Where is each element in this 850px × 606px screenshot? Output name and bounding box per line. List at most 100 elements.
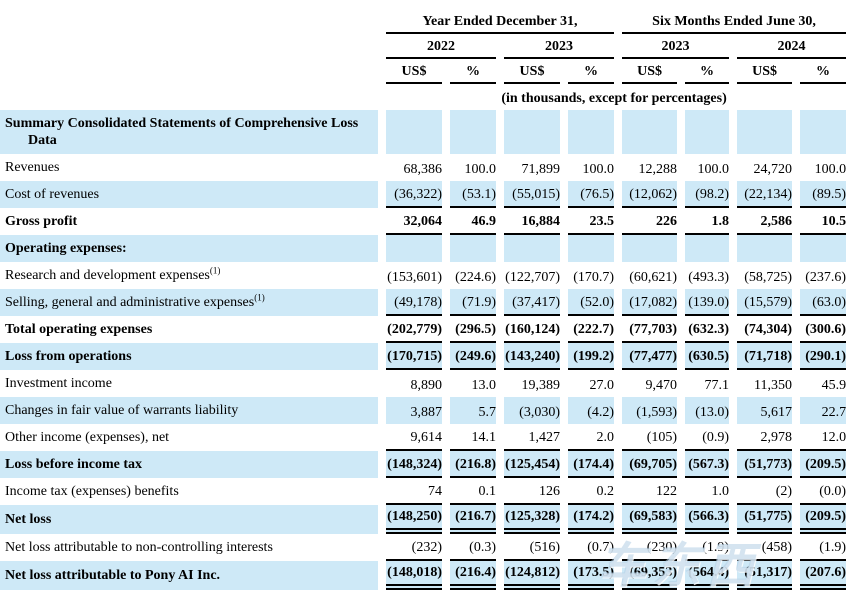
row-label: Loss from operations — [5, 349, 132, 364]
value-cell: 16,884 — [504, 210, 560, 235]
value-cell: 74 — [386, 480, 442, 505]
row-label: Net loss attributable to Pony AI Inc. — [5, 568, 221, 583]
value-cell: (3,030) — [519, 405, 560, 420]
unit-header-pct: % — [800, 64, 847, 84]
value-cell: (53.1) — [450, 183, 496, 208]
value-cell: (458) — [737, 536, 793, 561]
value-cell: (296.5) — [450, 318, 496, 343]
value-cell: (516) — [504, 536, 560, 561]
row-label: Selling, general and administrative expe… — [5, 292, 265, 310]
value-cell: 2,978 — [737, 426, 793, 451]
row-label: Investment income — [5, 376, 112, 391]
value-cell: (60,621) — [629, 270, 678, 285]
value-cell: (98.2) — [685, 183, 730, 208]
value-cell: 68,386 — [403, 162, 443, 177]
value-cell: (1.9) — [685, 536, 730, 561]
unit-header-pct: % — [450, 64, 496, 84]
value-cell: (202,779) — [386, 318, 442, 343]
year-header-2023-6mo: 2023 — [622, 39, 730, 59]
value-cell: (173.5) — [568, 561, 615, 590]
value-cell: (232) — [386, 536, 442, 561]
unit-header-pct: % — [568, 64, 615, 84]
value-cell: (17,082) — [622, 291, 678, 316]
value-cell: (125,454) — [504, 453, 560, 478]
value-cell: 45.9 — [821, 378, 847, 393]
value-cell: 32,064 — [386, 210, 442, 235]
value-cell: (4.2) — [587, 405, 615, 420]
value-cell: (55,015) — [504, 183, 560, 208]
value-cell: (148,018) — [386, 561, 442, 590]
value-cell: (209.5) — [800, 505, 847, 534]
table-row-sga-expenses: Selling, general and administrative expe… — [0, 289, 850, 316]
value-cell: (249.6) — [450, 345, 496, 370]
value-cell: (199.2) — [568, 345, 615, 370]
value-cell: (15,579) — [737, 291, 793, 316]
value-cell: 2.0 — [568, 426, 615, 451]
value-cell: (493.3) — [688, 270, 730, 285]
unit-header-usd: US$ — [737, 64, 793, 84]
value-cell: 71,899 — [521, 162, 561, 177]
value-cell: (139.0) — [685, 291, 730, 316]
table-row-other-income: Other income (expenses), net 9,614 14.1 … — [0, 424, 850, 451]
header-group-row: Year Ended December 31, Six Months Ended… — [0, 10, 850, 34]
value-cell: 8,890 — [410, 378, 443, 393]
value-cell: 0.2 — [568, 480, 615, 505]
table-row-net-loss-nci: Net loss attributable to non-controlling… — [0, 534, 850, 561]
value-cell: (237.6) — [805, 270, 847, 285]
table-row-net-loss-pony-ai: Net loss attributable to Pony AI Inc. (1… — [0, 561, 850, 590]
value-cell: (216.7) — [450, 505, 496, 534]
value-cell: 100.0 — [814, 162, 847, 177]
value-cell: (105) — [622, 426, 678, 451]
header-unit-row: US$ % US$ % US$ % US$ % — [0, 59, 850, 84]
value-cell: 46.9 — [450, 210, 496, 235]
value-cell: (160,124) — [504, 318, 560, 343]
value-cell: (174.4) — [568, 453, 615, 478]
value-cell: (69,583) — [622, 505, 678, 534]
value-cell: (566.3) — [685, 505, 730, 534]
value-cell: (1.9) — [800, 536, 847, 561]
value-cell: (230) — [622, 536, 678, 561]
table-row-rnd-expenses: Research and development expenses(1) (15… — [0, 262, 850, 289]
header-note-row: (in thousands, except for percentages) — [0, 84, 850, 110]
table-row-income-tax: Income tax (expenses) benefits 74 0.1 12… — [0, 478, 850, 505]
value-cell: (564.4) — [685, 561, 730, 590]
value-cell: (1,593) — [636, 405, 678, 420]
value-cell: (2) — [737, 480, 793, 505]
value-cell: 122 — [622, 480, 678, 505]
value-cell: (0.9) — [685, 426, 730, 451]
value-cell: (13.0) — [695, 405, 730, 420]
row-label: Loss before income tax — [5, 457, 142, 472]
row-label: Income tax (expenses) benefits — [5, 484, 179, 499]
value-cell: 23.5 — [568, 210, 615, 235]
table-row-loss-from-operations: Loss from operations (170,715) (249.6) (… — [0, 343, 850, 370]
value-cell: 12.0 — [800, 426, 847, 451]
value-cell: (630.5) — [685, 345, 730, 370]
value-cell: (148,250) — [386, 505, 442, 534]
row-label: Net loss attributable to non-controlling… — [5, 540, 273, 555]
value-cell: (22,134) — [737, 183, 793, 208]
value-cell: (143,240) — [504, 345, 560, 370]
value-cell: 100.0 — [464, 162, 497, 177]
table-row-summary-title: Summary Consolidated Statements of Compr… — [0, 110, 850, 154]
value-cell: (207.6) — [800, 561, 847, 590]
value-cell: (74,304) — [737, 318, 793, 343]
value-cell: 27.0 — [589, 378, 615, 393]
table-row-cost-of-revenues: Cost of revenues (36,322) (53.1) (55,015… — [0, 181, 850, 208]
value-cell: 1.0 — [685, 480, 730, 505]
header-year-row: 2022 2023 2023 2024 — [0, 34, 850, 59]
value-cell: (51,775) — [737, 505, 793, 534]
financial-statement-page: { "table": { "header": { "group1": "Year… — [0, 10, 850, 606]
value-cell: (69,705) — [622, 453, 678, 478]
value-cell: (209.5) — [800, 453, 847, 478]
value-cell: 226 — [622, 210, 678, 235]
value-cell: 126 — [504, 480, 560, 505]
table-row-operating-expenses-header: Operating expenses: — [0, 235, 850, 262]
row-label: Operating expenses: — [5, 241, 127, 256]
comprehensive-loss-table: Year Ended December 31, Six Months Ended… — [0, 10, 850, 590]
unit-note: (in thousands, except for percentages) — [501, 91, 727, 106]
value-cell: (224.6) — [455, 270, 496, 285]
footnote-marker: (1) — [254, 292, 265, 303]
value-cell: 13.0 — [471, 378, 497, 393]
value-cell: 9,614 — [386, 426, 442, 451]
footnote-marker: (1) — [209, 265, 221, 276]
